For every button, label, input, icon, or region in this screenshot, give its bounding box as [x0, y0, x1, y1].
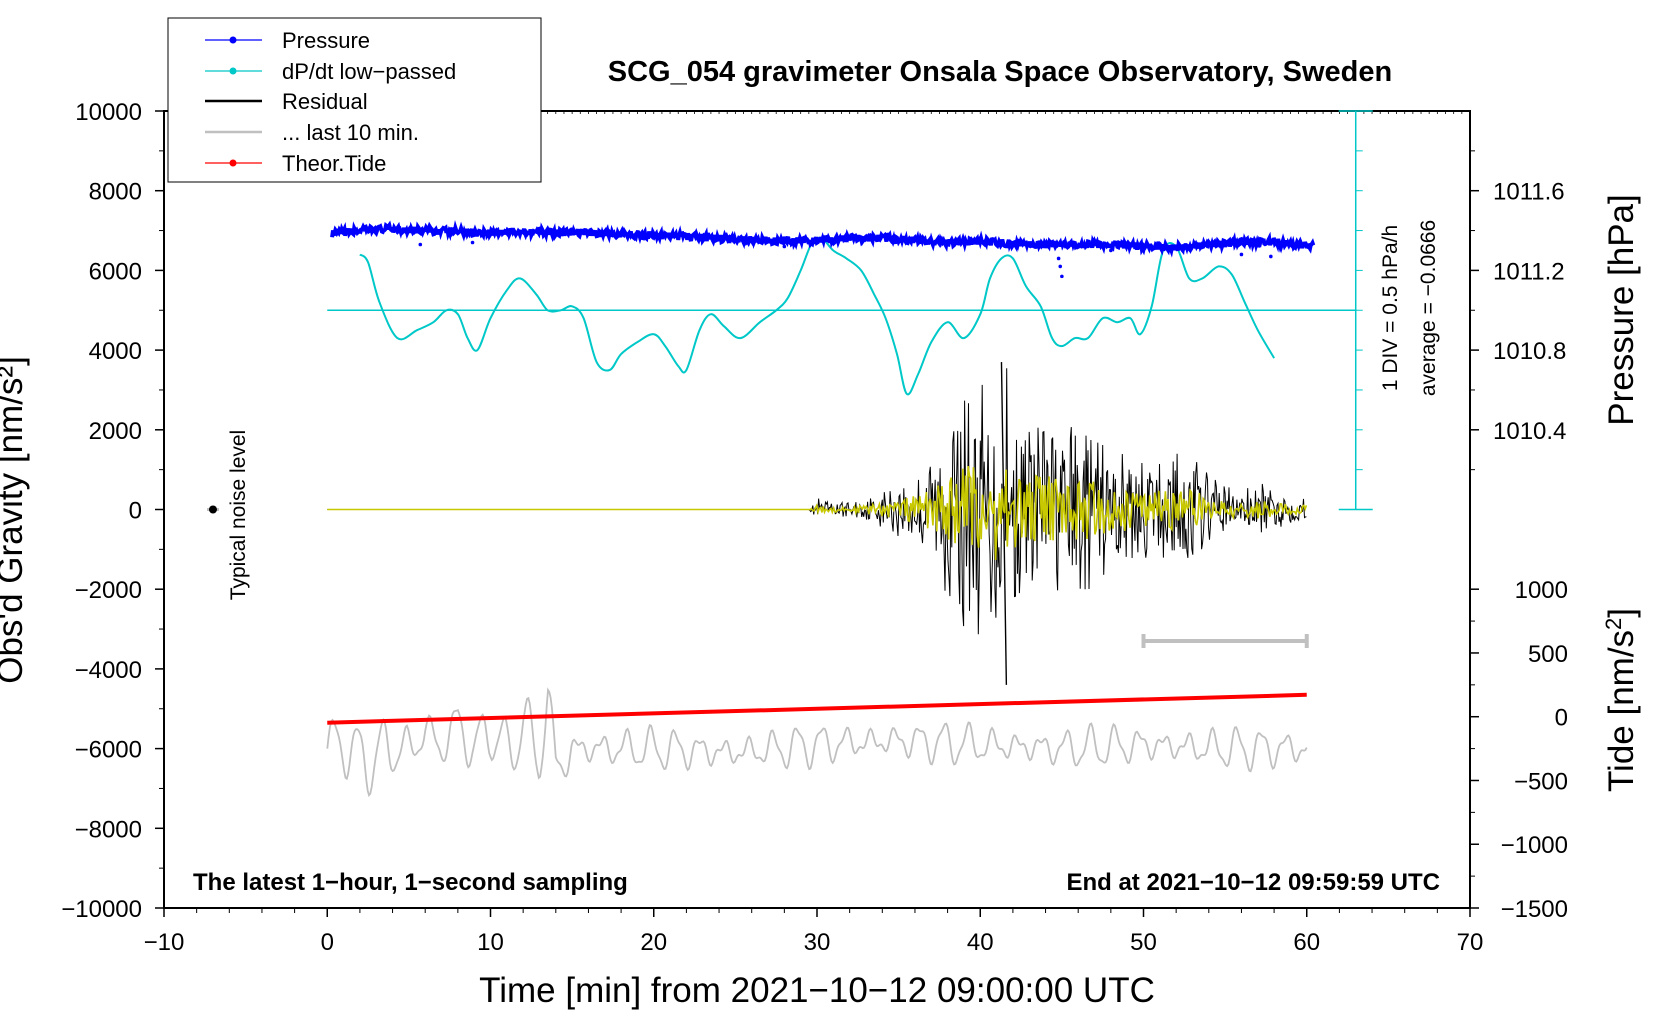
- pressure-tick-label: 1011.6: [1493, 179, 1565, 206]
- tide-tick-label: 1000: [1515, 577, 1568, 604]
- legend-dpdt-label: dP/dt low−passed: [282, 59, 456, 84]
- x-axis-ticks: −10 0 10 20 30 40 50 60 70: [144, 111, 1484, 956]
- y-tick-label: 10000: [75, 99, 142, 126]
- legend-tide-label: Theor.Tide: [282, 151, 386, 176]
- noise-level-marker: [208, 505, 217, 514]
- tide-axis-label-end: ]: [1602, 608, 1641, 618]
- y-tick-label: 8000: [89, 179, 142, 206]
- pressure-outlier-dot: [782, 244, 787, 249]
- pressure-outlier-dot: [418, 242, 423, 247]
- pressure-tick-label: 1010.8: [1493, 338, 1566, 365]
- pressure-outlier-dot: [1269, 254, 1273, 259]
- last10-line: [326, 687, 1308, 798]
- x-tick-label: 0: [321, 929, 334, 956]
- legend-pressure-dot: [229, 36, 237, 44]
- tide-axis-label-sup: 2: [1601, 618, 1626, 630]
- y-tick-label: 2000: [89, 418, 142, 445]
- pressure-line: [330, 219, 1316, 258]
- x-tick-label: 10: [477, 929, 504, 956]
- pressure-outlier-dot: [1058, 264, 1063, 269]
- tide-axis-label: Tide [nm/s2]: [1601, 608, 1641, 792]
- y-tick-label: 0: [129, 498, 142, 525]
- tide-tick-label: −1000: [1501, 832, 1568, 859]
- legend-tide-dot: [229, 159, 237, 167]
- y-axis-ticks: 10000 8000 6000 4000 2000 0 −2000 −4000 −6000 −80…: [61, 99, 164, 923]
- tide-axis-label-text: Tide [nm/s: [1602, 630, 1641, 792]
- pressure-outlier-dot: [470, 240, 475, 245]
- bottom-right-note: End at 2021−10−12 09:59:59 UTC: [1066, 869, 1440, 896]
- x-tick-label: 40: [967, 929, 994, 956]
- pressure-outlier-dot: [1109, 248, 1113, 253]
- x-axis-label: Time [min] from 2021−10−12 09:00:00 UTC: [479, 971, 1155, 1010]
- pressure-scale-label: 1 DIV = 0.5 hPa/h: [1379, 225, 1402, 391]
- noise-label: Typical noise level: [227, 430, 250, 600]
- y-tick-label: −4000: [75, 657, 142, 684]
- residual-line: [327, 368, 1307, 635]
- legend-dpdt-dot: [229, 67, 237, 75]
- highpass-line: [327, 465, 1308, 561]
- y-tick-label: −2000: [75, 577, 142, 604]
- y-tick-label: 6000: [89, 258, 142, 285]
- pressure-axis-ticks: 1011.6 1011.2 1010.8 1010.4: [1470, 150, 1566, 471]
- x-tick-label: 50: [1130, 929, 1157, 956]
- y-tick-label: −8000: [75, 816, 142, 843]
- tide-tick-label: 0: [1555, 705, 1568, 732]
- pressure-axis-label: Pressure [hPa]: [1602, 194, 1641, 426]
- dpdt-line: [359, 236, 1275, 396]
- pressure-outlier-dot: [1060, 274, 1064, 279]
- pressure-outlier-dot: [1239, 252, 1244, 257]
- series-layer: [206, 219, 1356, 798]
- bottom-left-note: The latest 1−hour, 1−second sampling: [193, 869, 628, 896]
- legend-last10-label: ... last 10 min.: [282, 120, 419, 145]
- pressure-average-label: average = −0.0666: [1417, 220, 1440, 396]
- y-tick-label: 4000: [89, 338, 142, 365]
- y-tick-label: −6000: [75, 737, 142, 764]
- tide-axis-ticks: 1000 500 0 −500 −1000 −1500: [1470, 577, 1568, 923]
- x-tick-label: 70: [1457, 929, 1484, 956]
- legend-pressure-label: Pressure: [282, 28, 370, 53]
- tide-tick-label: −1500: [1501, 896, 1568, 923]
- y-tick-label: −10000: [61, 896, 142, 923]
- pressure-outlier-dot: [1056, 256, 1061, 261]
- pressure-tick-label: 1011.2: [1493, 258, 1565, 285]
- y-axis-label: Obs'd Gravity [nm/s²]: [0, 356, 30, 684]
- chart-title: SCG_054 gravimeter Onsala Space Observat…: [608, 56, 1392, 88]
- legend-residual-label: Residual: [282, 89, 368, 114]
- tide-tick-label: 500: [1528, 641, 1568, 668]
- x-tick-label: 30: [804, 929, 831, 956]
- pressure-tick-label: 1010.4: [1493, 418, 1566, 445]
- residual-peak: [1000, 362, 1008, 685]
- tide-line: [327, 692, 1307, 725]
- x-tick-label: 60: [1293, 929, 1320, 956]
- x-tick-label: −10: [144, 929, 185, 956]
- legend: Pressure dP/dt low−passed Residual ... l…: [167, 17, 542, 183]
- x-tick-label: 20: [640, 929, 667, 956]
- tide-tick-label: −500: [1514, 768, 1568, 795]
